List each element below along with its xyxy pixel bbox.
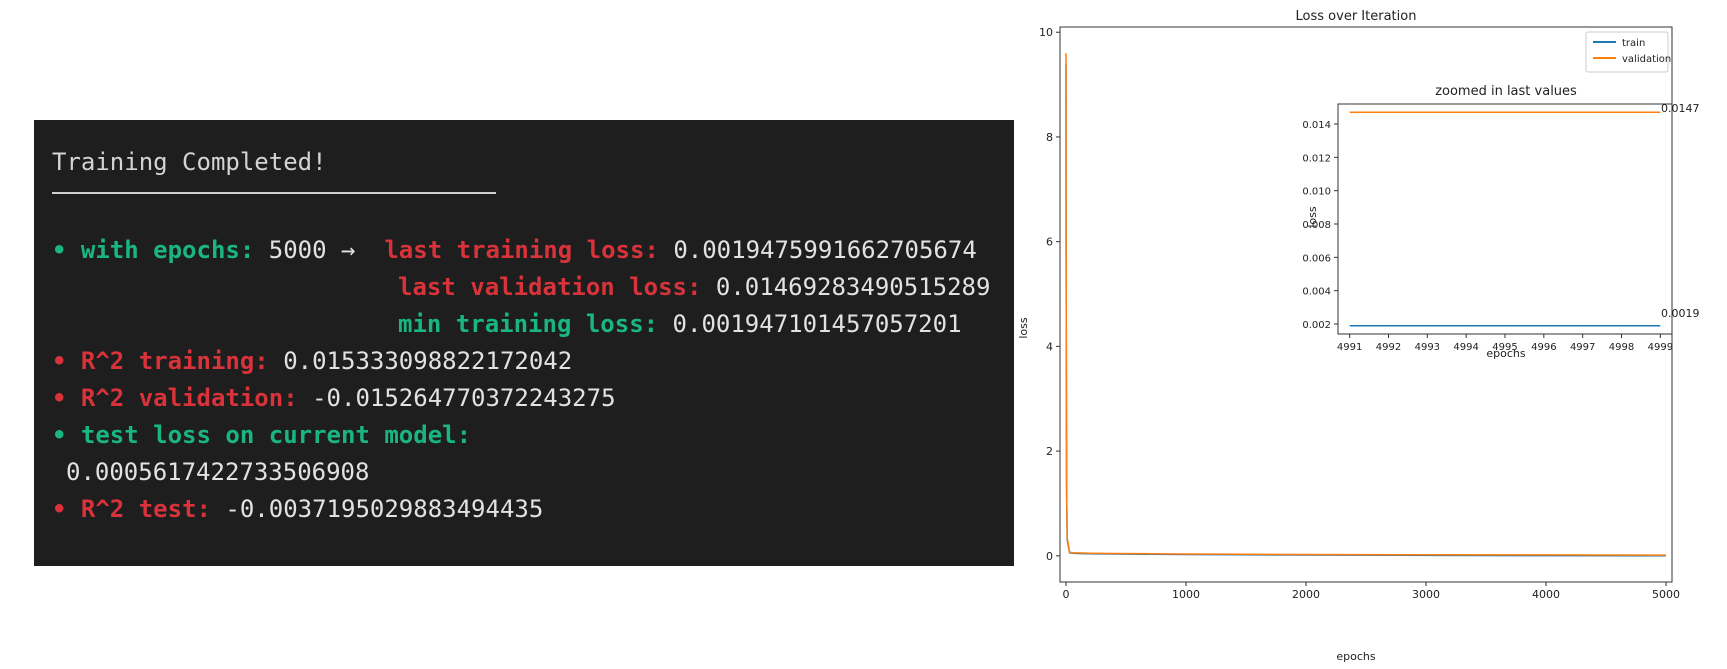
- arrow-icon: →: [326, 236, 385, 264]
- r2-training-label: R^2 training:: [80, 347, 284, 375]
- inset-x-axis-label: epochs: [1486, 347, 1525, 360]
- loss-chart-figure: epochs loss 0 1000 2000 3000 4000 5000 0 2 4 6 8 10…: [1014, 0, 1727, 665]
- r2-training-line: • R^2 training: 0.015333098822172042: [52, 343, 996, 380]
- bullet: •: [52, 236, 81, 264]
- inset-x-tick-label: 4997: [1570, 342, 1595, 353]
- main-y-tick-label: 10: [1039, 26, 1053, 39]
- inset-x-tick-label: 4999: [1648, 342, 1673, 353]
- r2-validation-line: • R^2 validation: -0.015264770372243275: [52, 380, 996, 417]
- r2-test-value: -0.0037195029883494435: [225, 495, 544, 523]
- inset-y-tick-label: 0.006: [1302, 253, 1331, 264]
- test-loss-line: • test loss on current model:: [52, 417, 996, 454]
- inset-y-tick-label: 0.010: [1302, 187, 1331, 198]
- test-loss-value: 0.0005617422733506908: [66, 458, 370, 486]
- last-validation-loss-value: 0.01469283490515289: [715, 273, 991, 301]
- inset-x-tick-label: 4993: [1415, 342, 1440, 353]
- inset-y-tick-label: 0.004: [1302, 287, 1331, 298]
- last-training-loss-label: last training loss:: [384, 236, 674, 264]
- main-x-tick-label: 2000: [1292, 588, 1320, 601]
- min-training-loss-label: min training loss:: [398, 310, 673, 338]
- main-y-tick-label: 6: [1046, 236, 1053, 249]
- r2-test-line: • R^2 test: -0.0037195029883494435: [52, 491, 996, 528]
- inset-y-tick-label: 0.014: [1302, 120, 1331, 131]
- title-underline: [52, 192, 496, 194]
- summary-body: • with epochs: 5000 → last training loss…: [52, 232, 996, 528]
- epochs-value: 5000: [268, 236, 327, 264]
- inset-y-tick-label: 0.012: [1302, 153, 1331, 164]
- inset-plot-frame: [1337, 103, 1673, 335]
- inset-y-tick-label: 0.002: [1302, 320, 1331, 331]
- min-training-loss-value: 0.001947101457057201: [672, 310, 962, 338]
- main-x-tick-label: 5000: [1652, 588, 1680, 601]
- min-training-line: min training loss: 0.001947101457057201: [52, 306, 996, 343]
- loss-chart-svg: epochs loss 0 1000 2000 3000 4000 5000 0 2 4 6 8 10…: [1017, 9, 1700, 663]
- r2-training-value: 0.015333098822172042: [283, 347, 573, 375]
- r2-validation-value: -0.015264770372243275: [312, 384, 616, 412]
- main-y-tick-label: 8: [1046, 131, 1053, 144]
- inset-x-tick-label: 4991: [1337, 342, 1362, 353]
- training-summary-panel: Training Completed! • with epochs: 5000 …: [34, 120, 1014, 566]
- test-loss-label: test loss on current model:: [80, 421, 472, 449]
- inset-y-axis-label: loss: [1306, 206, 1319, 228]
- main-x-tick-label: 1000: [1172, 588, 1200, 601]
- inset-y-tick-label: 0.008: [1302, 220, 1331, 231]
- r2-validation-label: R^2 validation:: [80, 384, 313, 412]
- training-completed-title: Training Completed!: [52, 148, 327, 176]
- inset-x-tick-label: 4994: [1453, 342, 1478, 353]
- bullet: •: [52, 421, 81, 449]
- last-training-loss-value: 0.0019475991662705674: [673, 236, 977, 264]
- main-x-tick-label: 0: [1063, 588, 1070, 601]
- main-x-tick-label: 4000: [1532, 588, 1560, 601]
- bullet: •: [52, 495, 81, 523]
- main-series-line-validation: [1065, 53, 1667, 556]
- epochs-label: with epochs:: [80, 236, 269, 264]
- inset-x-tick-label: 4996: [1531, 342, 1556, 353]
- main-y-tick-label: 0: [1046, 550, 1053, 563]
- last-validation-line: last validation loss: 0.0146928349051528…: [52, 269, 996, 306]
- bullet: •: [52, 384, 81, 412]
- main-x-axis-label: epochs: [1336, 650, 1375, 663]
- inset-x-tick-label: 4992: [1376, 342, 1401, 353]
- bullet: •: [52, 347, 81, 375]
- main-y-tick-label: 2: [1046, 445, 1053, 458]
- main-x-tick-label: 3000: [1412, 588, 1440, 601]
- main-chart-title: Loss over Iteration: [1296, 9, 1417, 24]
- epochs-line: • with epochs: 5000 → last training loss…: [52, 232, 996, 269]
- main-y-tick-label: 4: [1046, 340, 1053, 353]
- inset-x-tick-label: 4998: [1609, 342, 1634, 353]
- main-y-axis-label: loss: [1017, 317, 1030, 339]
- test-loss-value-line: 0.0005617422733506908: [52, 454, 996, 491]
- inset-annotation-validation: 0.0147: [1661, 102, 1700, 115]
- legend-label-validation: validation: [1622, 54, 1671, 65]
- legend-label-train: train: [1622, 38, 1645, 49]
- r2-test-label: R^2 test:: [80, 495, 226, 523]
- inset-x-tick-label: 4995: [1492, 342, 1517, 353]
- inset-annotation-train: 0.0019: [1661, 307, 1700, 320]
- inset-chart-title: zoomed in last values: [1435, 84, 1577, 99]
- last-validation-loss-label: last validation loss:: [398, 273, 716, 301]
